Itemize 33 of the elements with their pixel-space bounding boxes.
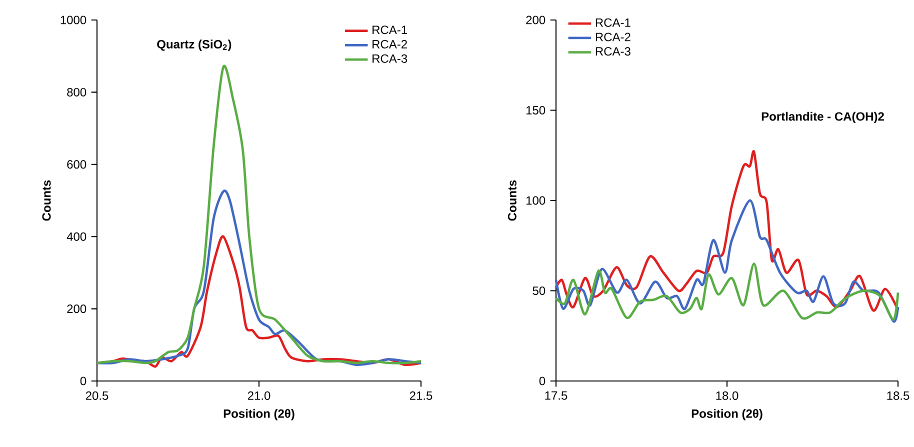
legend-label: RCA-2 (596, 32, 630, 42)
y-tick-label: 200 (67, 304, 86, 314)
y-tick-label: 600 (67, 160, 86, 169)
y-tick-label: 0 (539, 376, 546, 386)
y-axis-title: Counts (42, 180, 51, 221)
legend-label: RCA-3 (596, 47, 630, 56)
x-axis-title: Position (2θ) (224, 409, 294, 420)
y-tick-label: 100 (526, 196, 546, 205)
legend-label: RCA-1 (372, 26, 407, 34)
y-tick-label: 400 (66, 232, 86, 241)
y-tick-label: 0 (80, 376, 86, 386)
legend-label: RCA-1 (596, 18, 630, 27)
line-series (554, 262, 900, 321)
y-tick-label: 800 (67, 88, 86, 96)
y-tick-label: 150 (526, 106, 546, 115)
y-tick-label: 200 (526, 16, 546, 24)
y-tick-label: 50 (532, 286, 546, 296)
x-tick-label: 18.5 (887, 391, 910, 400)
x-axis-title: Position (2θ) (692, 409, 762, 420)
line-series (554, 150, 898, 312)
x-tick-label: 17.5 (545, 391, 568, 400)
x-tick-label: 18.0 (716, 391, 738, 400)
legend-label: RCA-2 (372, 40, 407, 48)
line-series (96, 66, 422, 364)
legend-label: RCA-3 (372, 54, 408, 63)
y-axis-title: Counts (508, 180, 516, 221)
x-tick-label: 20.5 (86, 391, 108, 400)
x-tick-label: 21.5 (410, 391, 432, 400)
text: Quartz (SiO$_{2}$) (157, 40, 232, 51)
y-tick-label: 1000 (60, 16, 86, 24)
x-tick-label: 21.0 (248, 391, 270, 400)
text: Portlandite - CA(OH)2 (762, 112, 884, 124)
line-series (554, 199, 900, 323)
